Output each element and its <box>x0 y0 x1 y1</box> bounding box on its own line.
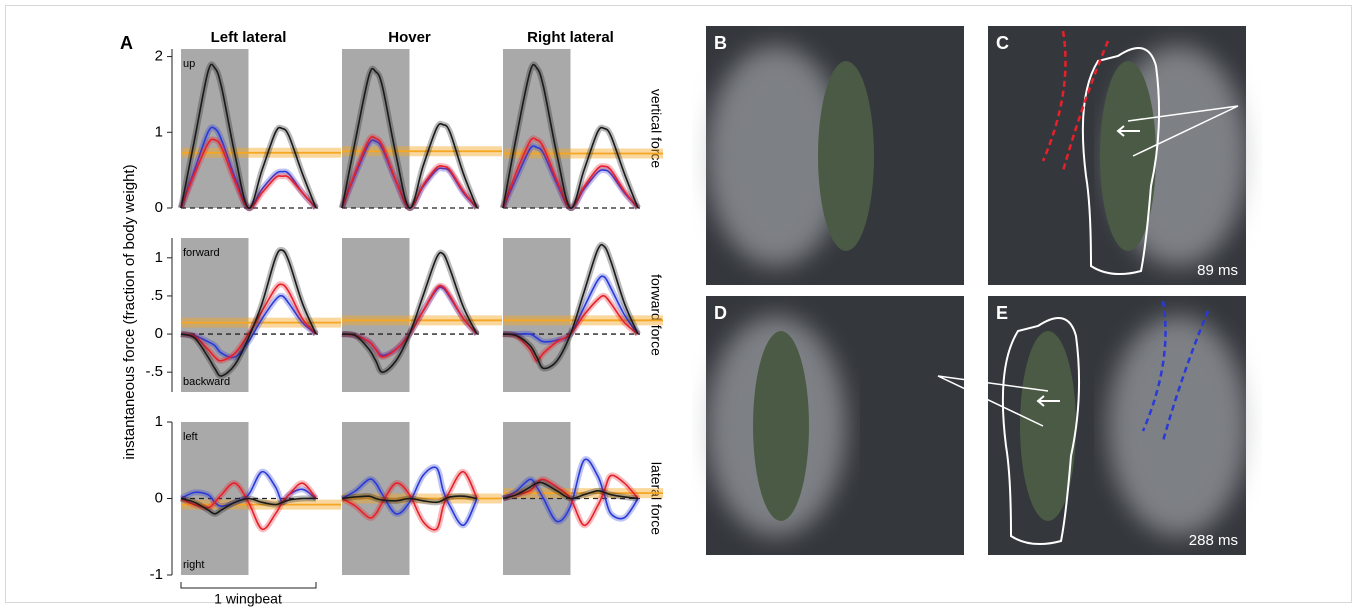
note: left <box>183 431 198 443</box>
column-title: Right lateral <box>527 29 614 46</box>
y-tick-label: .5 <box>150 287 163 304</box>
y-tick-label: 0 <box>155 489 163 506</box>
y-tick-label: 1 <box>155 249 163 266</box>
row-label: forward force <box>648 274 664 356</box>
page: A instantaneous force (fraction of body … <box>0 0 1357 613</box>
timestamp: 288 ms <box>1189 532 1238 549</box>
column-title: Left lateral <box>211 29 287 46</box>
y-axis-title: instantaneous force (fraction of body we… <box>121 164 138 459</box>
y-tick-label: 0 <box>155 325 163 342</box>
figure: A instantaneous force (fraction of body … <box>0 0 1357 608</box>
photos: B 89 ms C D 288 ms E <box>706 26 1248 555</box>
y-tick-label: -1 <box>150 566 163 583</box>
row-label: lateral force <box>648 462 664 535</box>
y-tick-label: 2 <box>155 48 163 65</box>
y-tick-label: 1 <box>155 413 163 430</box>
bird <box>818 61 874 251</box>
y-tick-label: 0 <box>155 199 163 216</box>
note: right <box>183 559 204 571</box>
scale-bar-label: 1 wingbeat <box>214 591 282 607</box>
scale-bar <box>181 582 316 588</box>
downstroke-shade <box>342 238 410 392</box>
y-tick-label: 1 <box>155 123 163 140</box>
note: up <box>183 58 195 70</box>
panel-label: A <box>120 33 133 53</box>
smoke <box>1108 316 1248 536</box>
timestamp: 89 ms <box>1197 262 1238 279</box>
y-tick-label: -.5 <box>145 363 163 380</box>
column-title: Hover <box>388 29 431 46</box>
bird <box>753 331 809 521</box>
downstroke-shade <box>503 238 571 392</box>
photo-label: B <box>714 33 727 53</box>
photo-label: C <box>996 33 1009 53</box>
note: forward <box>183 247 220 259</box>
photo-label: E <box>996 303 1008 323</box>
photo-label: D <box>714 303 727 323</box>
